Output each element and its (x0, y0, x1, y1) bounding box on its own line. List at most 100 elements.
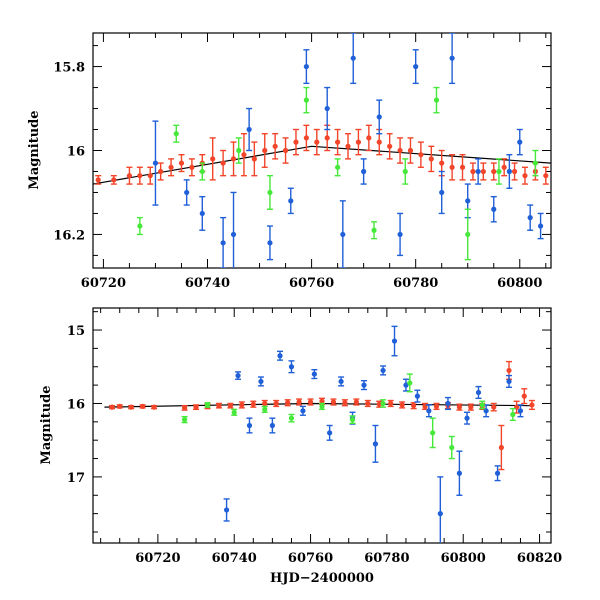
bottom-blue-data-point (311, 371, 317, 377)
bottom-blue-data-point (300, 408, 306, 414)
top-y-tick-label: 16 (67, 145, 85, 160)
bottom-green-data-point (288, 415, 295, 421)
top-red-data-point (324, 135, 330, 141)
top-red-data-point (470, 168, 476, 175)
top-green-data-point (137, 223, 143, 229)
top-blue-data-point (230, 231, 237, 238)
top-x-tick-label: 60760 (289, 276, 334, 291)
bottom-green-data-point (262, 406, 268, 412)
bottom-green-data-point (479, 402, 485, 408)
bottom-axis-ticks (93, 308, 551, 543)
top-red-data-point (158, 168, 164, 175)
top-blue-data-point (267, 240, 273, 246)
top-plot-frame (92, 32, 552, 269)
top-green-data-point (371, 227, 377, 233)
top-data-marks (95, 33, 549, 268)
top-x-tick-label: 60780 (393, 276, 438, 291)
bottom-red-data-point (128, 404, 134, 410)
top-blue-data-point (184, 189, 190, 196)
top-blue-data-point (340, 231, 346, 238)
bottom-red-data-point (109, 404, 115, 410)
top-red-data-point (439, 160, 445, 166)
bottom-red-data-point (319, 398, 325, 404)
top-red-data-point (126, 173, 133, 179)
bottom-x-tick-label: 60800 (441, 551, 486, 566)
bottom-blue-data-point (246, 422, 253, 429)
bottom-red-data-point (353, 399, 359, 405)
top-axis-ticks (93, 33, 551, 268)
bottom-red-data-point (216, 403, 222, 409)
top-red-data-point (230, 156, 237, 162)
top-green-data-point (303, 97, 309, 103)
bottom-blue-data-point (414, 393, 421, 399)
top-x-tick-label: 60740 (185, 276, 230, 291)
bottom-green-data-point (182, 417, 188, 423)
top-blue-data-point (413, 63, 419, 70)
top-green-data-point (532, 160, 538, 166)
top-red-data-point (543, 173, 549, 179)
bottom-red-data-point (250, 401, 256, 407)
top-blue-data-point (152, 160, 159, 166)
top-panel: 60720 60740 60760 60780 60800 15.8 16 16.2 Magn… (27, 32, 552, 291)
bottom-blue-data-point (517, 408, 524, 414)
top-green-data-point (173, 131, 179, 137)
bottom-blue-data-point (235, 372, 241, 379)
bottom-blue-data-point (380, 367, 386, 374)
bottom-red-data-point (491, 404, 497, 410)
bottom-blue-data-point (288, 364, 295, 370)
top-red-data-point (511, 168, 518, 175)
bottom-axis-tick-labels: 60720 60740 60760 60780 60800 60820 15 16 17 (67, 324, 562, 566)
top-red-data-point (137, 173, 143, 179)
bottom-red-data-point (342, 400, 348, 406)
top-green-data-point (335, 164, 341, 170)
top-green-data-point (199, 168, 205, 175)
bottom-red-data-point (411, 403, 417, 409)
top-red-data-point (251, 156, 257, 162)
bottom-red-data-point (296, 399, 302, 405)
top-red-data-point (303, 135, 309, 141)
top-red-data-point (335, 139, 341, 145)
bottom-green-data-point (430, 430, 436, 436)
top-red-data-point (397, 147, 403, 154)
bottom-green-data-point (380, 400, 386, 407)
top-blue-data-point (527, 215, 533, 221)
bottom-blue-data-point (277, 353, 283, 359)
bottom-red-data-point (521, 393, 527, 399)
top-blue-data-point (397, 231, 403, 238)
bottom-red-data-point (506, 367, 512, 374)
bottom-red-data-point (117, 403, 123, 410)
bottom-x-tick-label: 60780 (364, 551, 409, 566)
top-y-axis-label: Magnitude (27, 110, 42, 189)
bottom-blue-data-point (456, 470, 462, 476)
bottom-green-data-point (349, 417, 356, 423)
top-blue-data-point (376, 114, 382, 120)
bottom-blue-data-point (327, 430, 333, 436)
top-red-data-point (459, 164, 466, 170)
bottom-blue-data-point (269, 422, 275, 429)
bottom-blue-data-point (475, 389, 482, 396)
top-red-data-point (147, 173, 153, 179)
top-red-data-point (168, 164, 174, 170)
bottom-x-tick-label: 60820 (517, 551, 562, 566)
top-blue-data-point (439, 189, 445, 196)
top-blue-data-point (288, 198, 294, 204)
bottom-trend-line (104, 402, 532, 408)
bottom-plot-frame (92, 307, 552, 544)
bottom-y-tick-label: 16 (67, 397, 85, 412)
top-blue-data-point (246, 126, 252, 133)
bottom-red-data-point (468, 404, 474, 410)
top-green-data-point (433, 97, 440, 103)
top-red-data-point (111, 177, 117, 183)
bottom-data-marks (109, 325, 535, 543)
top-red-data-point (241, 152, 247, 158)
top-blue-data-point (324, 105, 330, 112)
bottom-green-data-point (510, 411, 516, 418)
bottom-red-data-point (262, 400, 268, 407)
top-blue-data-point (475, 168, 481, 175)
bottom-blue-data-point (483, 408, 489, 414)
top-blue-data-point (449, 55, 455, 61)
top-blue-data-point (199, 210, 205, 217)
top-red-data-point (522, 173, 528, 179)
top-red-data-point (355, 139, 362, 145)
top-y-tick-label: 15.8 (53, 61, 85, 76)
